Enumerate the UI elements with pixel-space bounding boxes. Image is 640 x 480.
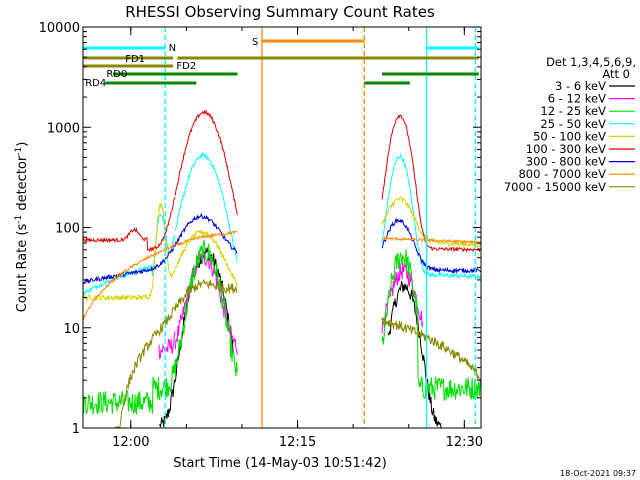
legend-entry-label: 12 - 25 keV [540,104,606,118]
legend-header-line1: Det 1,3,4,5,6,9, [546,55,636,69]
legend-entry-label: 6 - 12 keV [548,92,606,106]
series-line [82,230,482,321]
legend-entry-label: 25 - 50 keV [540,117,606,131]
y-tick-label: 10 [63,322,80,337]
legend-entry-label: 3 - 6 keV [555,79,606,93]
legend-entry-label: 800 - 7000 keV [518,167,606,181]
axes: 11010010001000011:0011:1511:3011:4512:00… [39,21,483,450]
flag-label: FD1 [125,54,145,65]
chart-title: RHESSI Observing Summary Count Rates [125,3,435,21]
legend-entry-label: 7000 - 15000 keV [504,180,606,194]
y-tick-label: 100 [55,222,80,237]
flag-label: RD4 [85,78,106,89]
y-axis-label: Count Rate (s-1 detector-1) [14,142,30,313]
series-line [82,152,482,296]
y-tick-label: 1000 [47,121,80,136]
x-tick-label: 12:15 [279,435,316,450]
series-layer [82,109,482,428]
x-tick-label: 12:00 [112,435,149,450]
y-tick-label: 1 [72,422,80,437]
series-line [82,195,482,302]
series-line [82,109,482,253]
x-axis-label: Start Time (14-May-03 10:51:42) [173,456,387,471]
series-line [82,239,482,415]
x-tick-label: 12:30 [446,435,483,450]
legend-entry-label: 300 - 800 keV [526,155,606,169]
flag-label: FD2 [176,61,196,72]
flag-label: S [252,37,258,48]
y-tick-label: 10000 [39,21,80,36]
legend-entry-label: 100 - 300 keV [526,142,606,156]
flag-label: N [169,43,176,54]
legend-header-line2: Att 0 [602,67,630,81]
legend-entry-label: 50 - 100 keV [533,129,606,143]
series-line [82,212,482,285]
flag-label: RD0 [106,69,127,80]
timestamp: 18-Oct-2021 09:37 [560,469,636,478]
